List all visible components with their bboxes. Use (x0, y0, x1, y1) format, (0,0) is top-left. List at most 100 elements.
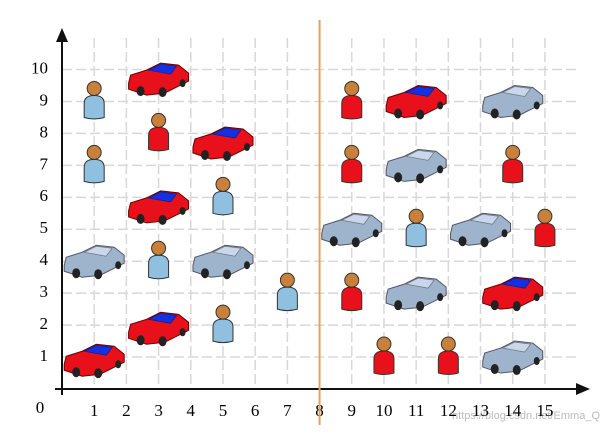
person-body (341, 286, 363, 312)
person-marker (148, 240, 170, 280)
person-head (86, 144, 102, 160)
car-wheel (512, 109, 521, 120)
car-wheel (512, 365, 521, 376)
person-marker (341, 144, 363, 184)
person-body (534, 222, 556, 248)
x-tick-label: 12 (440, 401, 457, 420)
person-body (341, 158, 363, 184)
car-roof (501, 341, 532, 353)
car-wheel (94, 368, 103, 379)
car-wheel (222, 269, 231, 280)
car-marker (128, 62, 190, 98)
person-body (341, 94, 363, 120)
person-head (151, 240, 167, 256)
car-roof (147, 63, 178, 75)
car-wheel (179, 206, 186, 215)
person-body (373, 350, 395, 376)
car-wheel (136, 213, 145, 224)
watermark: https://blog.csdn.net/Emma_Q (452, 410, 600, 422)
car-marker (385, 148, 447, 184)
car-wheel (179, 79, 186, 88)
person-marker (341, 272, 363, 312)
person-marker (83, 144, 105, 184)
car-wheel (501, 229, 508, 238)
car-wheel (490, 300, 499, 311)
person-marker (83, 80, 105, 120)
car-wheel (200, 268, 209, 279)
x-tick-label: 15 (536, 401, 553, 420)
x-axis-arrow (576, 383, 590, 395)
y-axis-arrow (56, 28, 68, 42)
y-tick-label: 6 (40, 186, 49, 205)
person-body (83, 158, 105, 184)
person-head (215, 304, 231, 320)
person-body (437, 350, 459, 376)
x-tick-label: 3 (154, 401, 163, 420)
car-roof (340, 213, 371, 225)
person-marker (212, 304, 234, 344)
car-wheel (115, 261, 122, 270)
car-wheel (533, 101, 540, 110)
x-tick-label: 13 (472, 401, 489, 420)
person-head (151, 112, 167, 128)
car-wheel (179, 328, 186, 337)
car-wheel (533, 293, 540, 302)
person-body (212, 318, 234, 344)
car-wheel (458, 236, 467, 247)
car-roof (404, 277, 435, 289)
person-body (405, 222, 427, 248)
car-marker (192, 126, 254, 162)
car-wheel (158, 214, 167, 225)
car-wheel (437, 165, 444, 174)
person-body (276, 286, 298, 312)
car-marker (482, 84, 544, 120)
car-marker (63, 343, 125, 379)
person-marker (341, 80, 363, 120)
person-marker (405, 208, 427, 248)
x-tick-label: 6 (251, 401, 260, 420)
car-wheel (394, 300, 403, 311)
x-tick-label: 5 (219, 401, 228, 420)
car-wheel (222, 151, 231, 162)
origin-label: 0 (36, 398, 45, 417)
person-marker (502, 144, 524, 184)
y-tick-label: 8 (40, 122, 49, 141)
person-body (148, 254, 170, 280)
car-roof (404, 86, 435, 97)
y-tick-label: 9 (40, 90, 49, 109)
y-tick-label: 2 (40, 314, 49, 333)
car-marker (128, 190, 190, 225)
person-marker (437, 336, 459, 376)
car-marker (321, 212, 383, 248)
person-head (505, 144, 521, 160)
person-head (376, 336, 392, 352)
car-roof (501, 86, 532, 97)
car-roof (82, 344, 113, 356)
x-tick-label: 14 (504, 401, 522, 420)
y-tick-label: 5 (40, 218, 49, 237)
y-tick-label: 7 (40, 154, 49, 173)
car-wheel (437, 293, 444, 302)
car-marker (192, 244, 254, 280)
car-roof (469, 213, 500, 225)
car-wheel (136, 335, 145, 346)
person-marker (373, 336, 395, 376)
person-head (86, 80, 102, 96)
y-tick-label: 4 (40, 250, 49, 269)
car-roof (404, 149, 435, 161)
car-wheel (490, 364, 499, 375)
person-head (215, 176, 231, 192)
car-wheel (72, 268, 81, 279)
car-wheel (115, 360, 122, 369)
car-roof (147, 191, 178, 203)
x-tick-label: 1 (90, 401, 99, 420)
person-body (212, 190, 234, 216)
x-tick-label: 11 (408, 401, 424, 420)
car-marker (385, 276, 447, 312)
car-wheel (394, 172, 403, 183)
car-wheel (372, 229, 379, 238)
person-body (148, 126, 170, 152)
car-roof (211, 127, 242, 139)
